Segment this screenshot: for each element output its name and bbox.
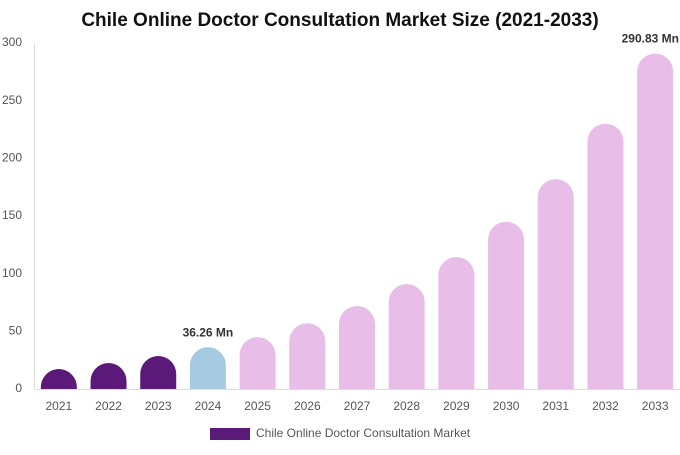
y-tick-label: 150 <box>2 208 22 222</box>
bar <box>239 337 276 389</box>
legend-label: Chile Online Doctor Consultation Market <box>256 426 471 440</box>
y-tick-label: 300 <box>2 35 22 49</box>
x-tick-label: 2026 <box>294 399 321 413</box>
x-tick-label: 2029 <box>443 399 470 413</box>
y-tick-label: 100 <box>2 266 22 280</box>
bar <box>339 305 375 389</box>
y-tick-label: 50 <box>9 324 23 338</box>
x-tick-label: 2023 <box>145 399 172 413</box>
bar <box>537 179 574 389</box>
y-tick-label: 0 <box>15 381 22 395</box>
x-tick-label: 2031 <box>542 399 569 413</box>
legend-swatch <box>210 428 250 440</box>
x-tick-label: 2028 <box>393 399 420 413</box>
bar <box>40 369 77 389</box>
x-tick-label: 2032 <box>592 399 619 413</box>
x-tick-label: 2024 <box>195 399 222 413</box>
chart-title: Chile Online Doctor Consultation Market … <box>81 10 598 31</box>
data-label: 36.26 Mn <box>183 325 234 339</box>
bar <box>438 256 475 389</box>
bar <box>289 323 326 389</box>
data-label: 290.83 Mn <box>622 32 679 46</box>
x-tick-label: 2030 <box>493 399 520 413</box>
x-tick-label: 2021 <box>45 399 72 413</box>
bar <box>637 53 674 390</box>
bar <box>388 284 425 389</box>
bar <box>90 363 127 389</box>
x-tick-label: 2022 <box>95 399 122 413</box>
y-tick-label: 200 <box>2 151 22 165</box>
bar <box>140 356 177 389</box>
bar <box>488 221 525 389</box>
y-tick-label: 250 <box>2 93 22 107</box>
bar <box>189 347 226 389</box>
x-tick-label: 2025 <box>244 399 271 413</box>
bar <box>587 123 624 389</box>
x-tick-label: 2027 <box>344 399 371 413</box>
x-tick-label: 2033 <box>642 399 669 413</box>
